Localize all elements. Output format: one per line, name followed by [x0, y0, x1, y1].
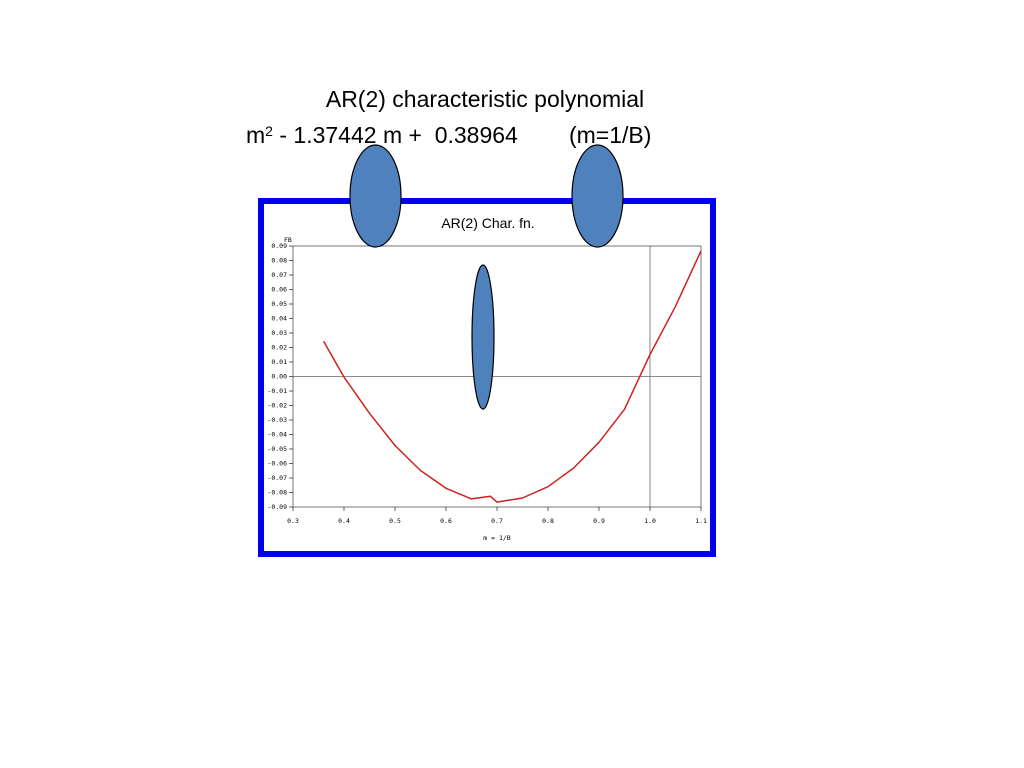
x-tick-label: 1.1	[695, 517, 707, 525]
y-tick-label: -0.02	[267, 402, 287, 410]
y-tick-label: 0.04	[271, 315, 287, 323]
chart-title: AR(2) Char. fn.	[441, 215, 534, 231]
y-tick-label: -0.09	[267, 503, 287, 511]
y-tick-label: 0.06	[271, 286, 287, 294]
y-tick-label: -0.01	[267, 387, 287, 395]
x-tick-label: 0.4	[338, 517, 350, 525]
x-tick-label: 0.7	[491, 517, 503, 525]
y-tick-label: -0.03	[267, 416, 287, 424]
x-tick-label: 0.6	[440, 517, 452, 525]
y-tick-label: 0.03	[271, 329, 287, 337]
y-tick-label: 0.00	[271, 373, 287, 381]
y-tick-label: -0.08	[267, 489, 287, 497]
chart-frame: AR(2) Char. fn. FB m = 1/B 0.09 0.08 0.07 0…	[258, 198, 716, 557]
x-axis-label: m = 1/B	[483, 534, 510, 542]
y-tick-label: 0.05	[271, 300, 287, 308]
y-tick-label: -0.06	[267, 460, 287, 468]
slide-title: AR(2) characteristic polynomial	[325, 86, 645, 112]
x-tick-label: 0.8	[542, 517, 554, 525]
x-tick-label: 0.9	[593, 517, 605, 525]
polynomial-formula: m2 - 1.37442 m + 0.38964 (m=1/B)	[246, 116, 651, 150]
x-tick-label: 1.0	[644, 517, 656, 525]
formula-variable: m	[246, 122, 266, 148]
y-tick-label: 0.07	[271, 271, 287, 279]
y-tick-label: -0.04	[267, 431, 287, 439]
y-tick-label: 0.02	[271, 344, 287, 352]
x-tick-label: 0.5	[389, 517, 401, 525]
characteristic-curve	[322, 250, 702, 503]
chart: AR(2) Char. fn. FB m = 1/B 0.09 0.08 0.07 0…	[267, 215, 707, 542]
formula-exponent: 2	[265, 123, 273, 139]
y-tick-label: -0.05	[267, 445, 287, 453]
y-axis-label: FB	[284, 236, 292, 244]
formula-remainder: - 1.37442 m + 0.38964 (m=1/B)	[272, 122, 652, 148]
y-tick-label: 0.09	[271, 242, 287, 250]
y-tick-label: 0.01	[271, 358, 287, 366]
y-tick-label: -0.07	[267, 474, 287, 482]
y-tick-label: 0.08	[271, 257, 287, 265]
x-tick-label: 0.3	[287, 517, 299, 525]
